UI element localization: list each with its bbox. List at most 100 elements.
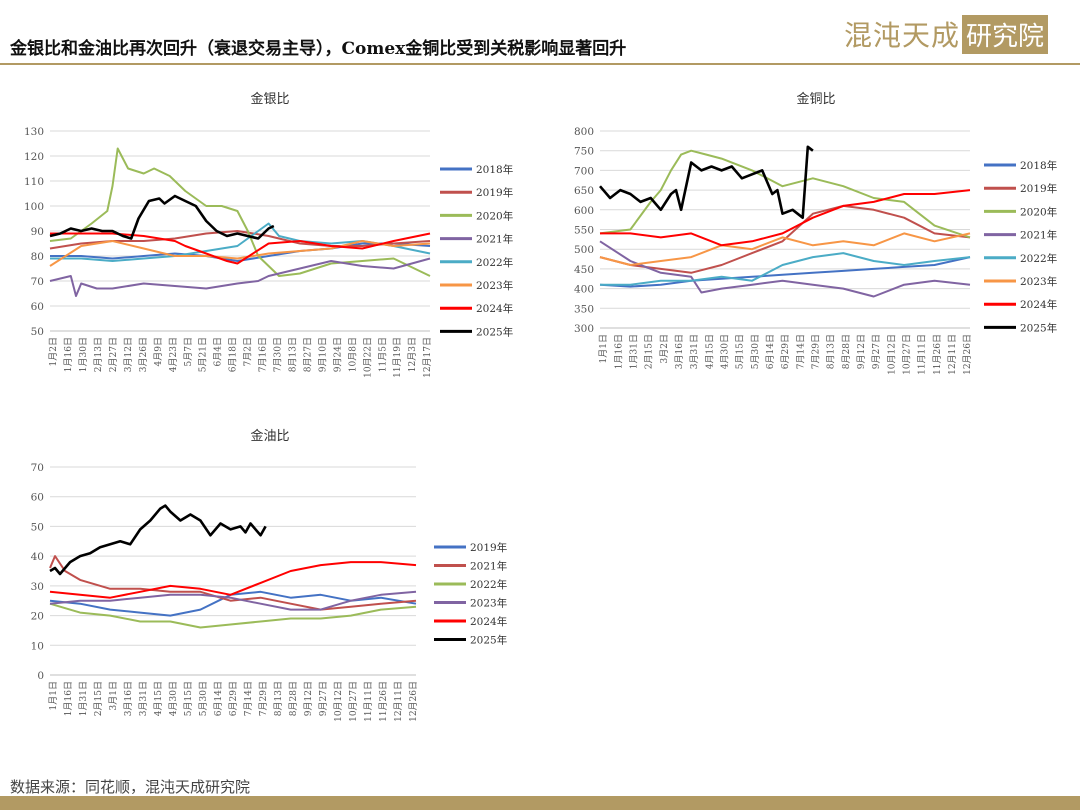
legend-label: 2024年 <box>476 302 513 315</box>
x-tick-label: 3月12日 <box>123 337 134 372</box>
y-tick-label: 20 <box>31 611 44 623</box>
legend-label: 2020年 <box>1020 205 1057 218</box>
x-tick-label: 9月27日 <box>871 334 882 369</box>
y-tick-label: 60 <box>31 301 44 313</box>
x-tick-label: 3月26日 <box>138 337 149 372</box>
x-tick-label: 5月30日 <box>750 334 761 369</box>
y-tick-label: 700 <box>574 165 594 177</box>
x-tick-label: 5月15日 <box>735 334 746 369</box>
x-tick-label: 5月7日 <box>183 337 194 366</box>
y-tick-label: 350 <box>574 303 594 315</box>
x-tick-label: 3月31日 <box>138 681 149 716</box>
header-divider <box>0 63 1080 65</box>
logo-text: 混沌天成 <box>844 19 961 52</box>
x-tick-label: 9月12日 <box>303 681 314 716</box>
x-tick-label: 4月30日 <box>719 334 730 369</box>
series-line <box>49 194 275 240</box>
x-tick-label: 9月10日 <box>317 337 328 372</box>
x-tick-label: 12月3日 <box>407 337 418 372</box>
y-tick-label: 550 <box>574 225 594 237</box>
x-tick-label: 6月29日 <box>228 681 239 716</box>
x-tick-label: 4月15日 <box>704 334 715 369</box>
series-line <box>49 257 431 297</box>
x-tick-label: 12月26日 <box>408 681 419 722</box>
x-tick-label: 7月16日 <box>258 337 269 372</box>
x-tick-label: 12月11日 <box>393 681 404 722</box>
x-tick-label: 10月27日 <box>901 334 912 375</box>
series-line <box>49 147 431 277</box>
y-tick-label: 40 <box>31 551 44 563</box>
y-tick-label: 60 <box>31 492 44 504</box>
series-line <box>49 561 417 599</box>
legend-label: 2022年 <box>470 578 507 591</box>
x-tick-label: 12月11日 <box>947 334 958 375</box>
x-tick-label: 11月11日 <box>917 334 928 375</box>
x-tick-label: 2月27日 <box>108 337 119 372</box>
x-tick-label: 5月15日 <box>183 681 194 716</box>
x-tick-label: 2月15日 <box>644 334 655 369</box>
x-tick-label: 10月12日 <box>886 334 897 375</box>
series-line <box>50 222 431 262</box>
y-tick-label: 0 <box>37 670 44 682</box>
x-tick-label: 2月15日 <box>93 681 104 716</box>
x-tick-label: 7月14日 <box>795 334 806 369</box>
legend-label: 2025年 <box>470 634 507 647</box>
series-line <box>600 189 971 247</box>
x-tick-label: 4月9日 <box>153 337 164 366</box>
y-tick-label: 10 <box>31 640 44 652</box>
x-tick-label: 11月11日 <box>363 681 374 722</box>
legend-label: 2024年 <box>470 615 507 628</box>
legend-label: 2021年 <box>470 560 507 573</box>
x-tick-label: 6月14日 <box>765 334 776 369</box>
x-tick-label: 8月28日 <box>841 334 852 369</box>
y-tick-label: 30 <box>31 581 44 593</box>
x-tick-label: 8月13日 <box>826 334 837 369</box>
x-tick-label: 7月29日 <box>810 334 821 369</box>
x-tick-label: 5月21日 <box>198 337 209 372</box>
x-tick-label: 4月30日 <box>168 681 179 716</box>
x-tick-label: 8月13日 <box>273 681 284 716</box>
page-title: 金银比和金油比再次回升（衰退交易主导），Comex金铜比受到关税影响显著回升 <box>10 39 627 59</box>
series-line <box>49 555 417 611</box>
y-tick-label: 110 <box>24 176 44 188</box>
y-tick-label: 90 <box>31 226 44 238</box>
y-tick-label: 70 <box>31 276 44 288</box>
x-tick-label: 1月30日 <box>78 337 89 372</box>
x-tick-label: 11月26日 <box>932 334 943 375</box>
x-tick-label: 7月14日 <box>243 681 254 716</box>
legend-label: 2022年 <box>476 256 513 269</box>
y-tick-label: 750 <box>574 146 594 158</box>
x-tick-label: 11月26日 <box>378 681 389 722</box>
legend-label: 2022年 <box>1020 252 1057 265</box>
x-tick-label: 7月2日 <box>243 337 254 366</box>
x-tick-label: 7月30日 <box>273 337 284 372</box>
y-tick-label: 600 <box>574 205 594 217</box>
series-line <box>50 232 431 265</box>
x-tick-label: 11月19日 <box>392 337 403 378</box>
legend-label: 2024年 <box>1020 298 1057 311</box>
gold-silver-ratio-chart: 金银比 50 60 70 80 90 100 110 120 130 1月2日 1月16日 1月30日 2… <box>24 91 513 378</box>
series-line <box>599 240 971 298</box>
series-line <box>599 145 814 219</box>
x-tick-label: 5月30日 <box>198 681 209 716</box>
x-tick-label: 6月14日 <box>213 681 224 716</box>
x-tick-label: 7月29日 <box>258 681 269 716</box>
x-tick-label: 10月12日 <box>333 681 344 722</box>
x-tick-label: 6月18日 <box>228 337 239 372</box>
legend-label: 2023年 <box>470 597 507 610</box>
y-tick-label: 100 <box>24 201 44 213</box>
x-tick-label: 4月15日 <box>153 681 164 716</box>
chart-title: 金铜比 <box>796 91 835 107</box>
x-tick-label: 1月16日 <box>63 337 74 372</box>
legend-label: 2020年 <box>476 209 513 222</box>
x-tick-label: 12月26日 <box>962 334 973 375</box>
gold-oil-ratio-chart: 金油比 0 10 20 30 40 50 60 70 1月1日 1月16日 1月31日 2月15日 3月1… <box>31 428 508 722</box>
x-tick-label: 10月27日 <box>348 681 359 722</box>
x-tick-label: 1月31日 <box>78 681 89 716</box>
x-tick-label: 3月1日 <box>108 681 119 710</box>
chart-title: 金银比 <box>250 91 289 107</box>
x-tick-label: 10月8日 <box>347 337 358 372</box>
x-tick-label: 3月2日 <box>659 334 670 363</box>
x-tick-label: 3月31日 <box>689 334 700 369</box>
legend-label: 2018年 <box>476 163 513 176</box>
